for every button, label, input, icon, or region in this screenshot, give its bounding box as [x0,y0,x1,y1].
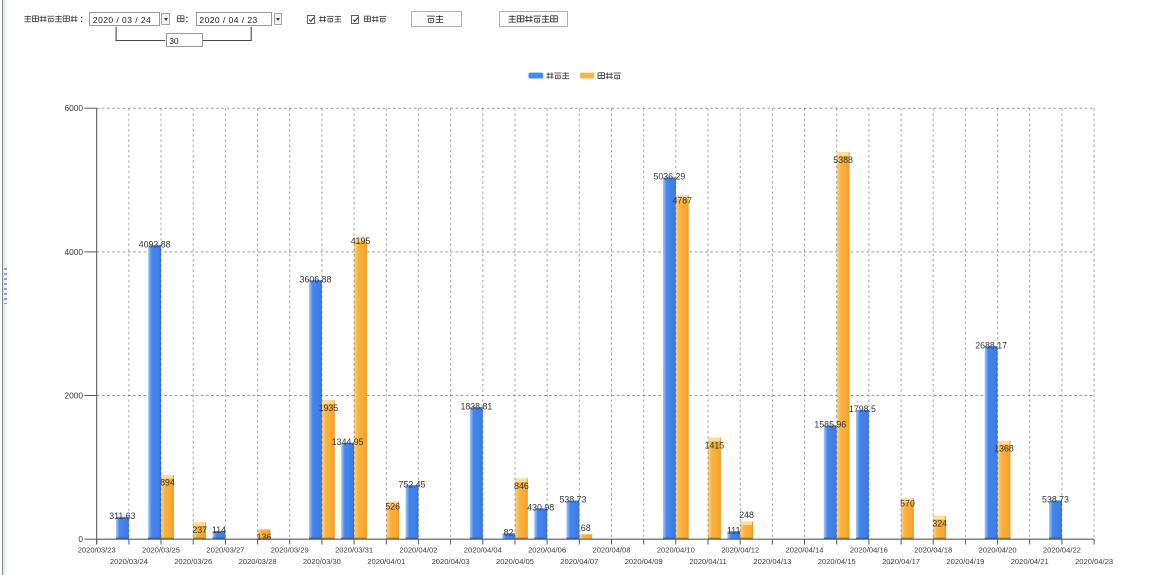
svg-text:1798.5: 1798.5 [849,404,876,414]
svg-text:2020/03/25: 2020/03/25 [142,545,180,554]
svg-text:2020/04/02: 2020/04/02 [399,545,437,554]
svg-text:0: 0 [78,534,83,544]
svg-text:2000: 2000 [65,391,84,401]
svg-text:2020/04/03: 2020/04/03 [432,557,470,566]
svg-text:752.45: 752.45 [399,479,426,489]
svg-text:2020/04/22: 2020/04/22 [1043,545,1081,554]
svg-text:4787: 4787 [673,196,693,206]
svg-text:82: 82 [504,528,514,538]
svg-text:2020/04/18: 2020/04/18 [914,545,952,554]
svg-text:114: 114 [212,525,226,535]
svg-text:4093.88: 4093.88 [139,239,171,249]
svg-text:2020/04/09: 2020/04/09 [625,557,663,566]
svg-text:538.73: 538.73 [1042,495,1069,505]
svg-text:2020/04/20: 2020/04/20 [979,545,1017,554]
svg-text:894: 894 [160,478,175,488]
svg-text:2020/04/23: 2020/04/23 [1075,557,1113,566]
svg-text:2020/03/24: 2020/03/24 [110,557,148,566]
svg-text:2020/04/05: 2020/04/05 [496,557,534,566]
svg-text:4195: 4195 [351,236,371,246]
svg-text:2020/03/29: 2020/03/29 [271,545,309,554]
svg-text:2020/04/11: 2020/04/11 [689,557,726,566]
svg-text:5036.29: 5036.29 [653,172,685,182]
svg-text:311.63: 311.63 [109,511,135,521]
svg-text:2020/03/28: 2020/03/28 [239,557,277,566]
svg-text:248: 248 [739,510,754,520]
svg-text:846: 846 [514,481,529,491]
svg-text:2020/04/19: 2020/04/19 [946,557,984,566]
svg-text:2020/04/17: 2020/04/17 [882,557,920,566]
svg-text:136: 136 [257,532,272,542]
svg-text:1368: 1368 [994,444,1014,454]
svg-text:2020/04/16: 2020/04/16 [850,545,888,554]
svg-text:430.98: 430.98 [527,502,554,512]
svg-text:2020/03/27: 2020/03/27 [206,545,244,554]
svg-text:2020/04/07: 2020/04/07 [560,557,598,566]
svg-text:324: 324 [932,519,947,529]
svg-text:538.73: 538.73 [559,495,586,505]
svg-text:2020/04/01: 2020/04/01 [367,557,405,566]
svg-text:2020/04/12: 2020/04/12 [721,545,759,554]
svg-text:237: 237 [192,525,207,535]
svg-text:68: 68 [581,523,591,533]
svg-text:2020/04/21: 2020/04/21 [1011,557,1049,566]
svg-text:2020/04/08: 2020/04/08 [592,545,630,554]
svg-text:2020/03/30: 2020/03/30 [303,557,341,566]
svg-text:2020/03/23: 2020/03/23 [78,545,116,554]
svg-text:1935: 1935 [319,403,339,413]
svg-text:111: 111 [727,525,740,535]
svg-text:1344.95: 1344.95 [332,437,364,447]
svg-text:2020/04/15: 2020/04/15 [818,557,856,566]
svg-text:2020/04/06: 2020/04/06 [528,545,566,554]
svg-text:2020/03/26: 2020/03/26 [174,557,212,566]
svg-text:2020/04/10: 2020/04/10 [657,545,695,554]
svg-text:6000: 6000 [65,103,84,113]
svg-text:2020/04/04: 2020/04/04 [464,545,502,554]
svg-text:2688.17: 2688.17 [975,340,1007,350]
svg-text:3606.88: 3606.88 [300,274,332,284]
svg-text:1415: 1415 [705,440,725,450]
svg-text:570: 570 [900,499,915,509]
svg-text:1585.96: 1585.96 [814,420,846,430]
svg-text:2020/03/31: 2020/03/31 [335,545,373,554]
svg-text:5388: 5388 [833,155,853,165]
svg-text:1838.81: 1838.81 [460,401,492,411]
svg-text:526: 526 [385,502,400,512]
svg-text:2020/04/14: 2020/04/14 [785,545,823,554]
svg-text:2020/04/13: 2020/04/13 [753,557,791,566]
svg-text:4000: 4000 [65,247,84,257]
